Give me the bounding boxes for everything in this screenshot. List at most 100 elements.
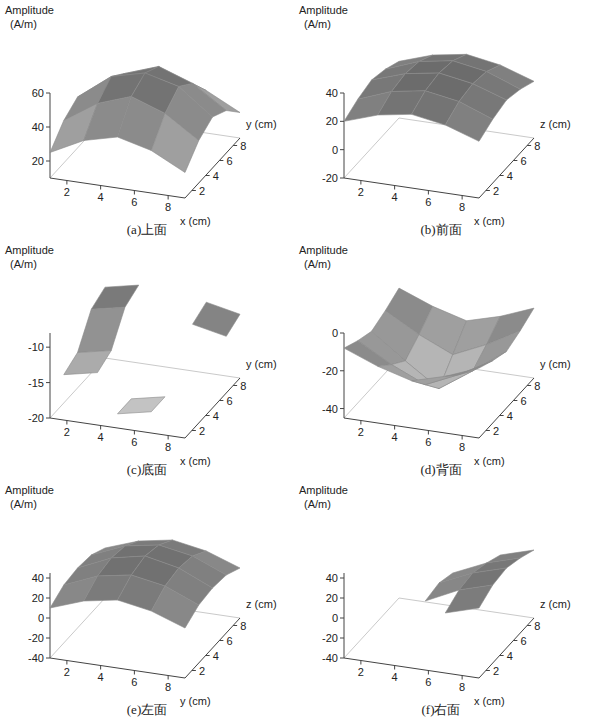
y-tick xyxy=(500,655,504,656)
panel-caption: (e)左面 xyxy=(127,702,167,717)
frame-edge xyxy=(344,598,399,658)
y-tick-label: 8 xyxy=(240,620,246,632)
surface xyxy=(344,288,534,388)
x-tick xyxy=(428,191,429,195)
y-axis-title: z (cm) xyxy=(246,598,277,610)
y-axis-title: y (cm) xyxy=(246,118,277,130)
x-tick xyxy=(428,671,429,675)
surface xyxy=(64,285,240,414)
figure: 24682468204060x (cm)y (cm)Amplitude(A/m)… xyxy=(0,0,589,727)
panel-caption: (f)右面 xyxy=(422,702,461,717)
z-tick xyxy=(46,347,50,348)
z-tick xyxy=(46,93,50,94)
surface-patch xyxy=(64,351,112,375)
z-tick-label: 20 xyxy=(326,115,338,127)
x-tick xyxy=(360,661,361,665)
y-axis-title: z (cm) xyxy=(540,598,571,610)
y-tick-label: 2 xyxy=(493,185,499,197)
z-tick-label: -20 xyxy=(322,365,338,377)
x-tick-label: 6 xyxy=(425,196,431,208)
y-tick xyxy=(527,145,531,146)
y-tick xyxy=(192,430,196,431)
surface xyxy=(50,540,240,628)
z-tick-label: -15 xyxy=(28,377,44,389)
z-tick xyxy=(340,578,344,579)
z-axis-unit: (A/m) xyxy=(10,498,37,510)
z-tick-label: 40 xyxy=(326,572,338,584)
z-axis-title: Amplitude xyxy=(5,244,54,256)
panel-caption: (a)上面 xyxy=(127,222,167,237)
x-tick xyxy=(66,181,67,185)
x-tick xyxy=(360,181,361,185)
y-tick xyxy=(527,625,531,626)
panel: 24682468-40-200x (cm)y (cm)Amplitude(A/m… xyxy=(299,244,571,477)
y-tick-label: 4 xyxy=(213,650,219,662)
z-tick-label: 20 xyxy=(32,155,44,167)
surface xyxy=(50,67,240,173)
y-tick-label: 4 xyxy=(213,410,219,422)
z-tick-label: -40 xyxy=(322,403,338,415)
z-tick xyxy=(340,638,344,639)
z-tick xyxy=(46,638,50,639)
z-axis-line xyxy=(50,93,51,178)
x-tick xyxy=(134,671,135,675)
x-tick-label: 8 xyxy=(165,201,171,213)
y-tick-label: 6 xyxy=(520,635,526,647)
x-tick xyxy=(394,186,395,190)
panel-caption: (c)底面 xyxy=(127,462,167,477)
z-tick-label: -20 xyxy=(322,172,338,184)
surface xyxy=(344,54,534,141)
surface-patch xyxy=(473,331,521,371)
y-tick xyxy=(219,640,223,641)
z-axis-line xyxy=(50,333,51,418)
y-tick-label: 4 xyxy=(213,170,219,182)
x-axis-title: x (cm) xyxy=(474,215,505,227)
z-tick xyxy=(46,418,50,419)
x-tick xyxy=(66,661,67,665)
y-tick-label: 4 xyxy=(507,170,513,182)
y-tick xyxy=(513,640,517,641)
x-tick xyxy=(360,421,361,425)
y-tick-label: 6 xyxy=(226,155,232,167)
x-tick-label: 4 xyxy=(392,191,398,203)
x-axis-title: x (cm) xyxy=(474,455,505,467)
y-tick-label: 6 xyxy=(226,635,232,647)
z-tick-label: 0 xyxy=(332,612,338,624)
z-axis-title: Amplitude xyxy=(299,4,348,16)
z-tick xyxy=(340,658,344,659)
z-tick-label: -20 xyxy=(28,412,44,424)
x-tick-label: 4 xyxy=(98,431,104,443)
y-tick xyxy=(192,190,196,191)
z-axis-unit: (A/m) xyxy=(304,498,331,510)
x-tick-label: 6 xyxy=(425,676,431,688)
surface xyxy=(425,550,534,613)
z-tick-label: 40 xyxy=(32,572,44,584)
panel: 24682468-40-2002040x (cm)z (cm)Amplitude… xyxy=(299,484,571,717)
z-axis-unit: (A/m) xyxy=(10,258,37,270)
z-tick xyxy=(340,598,344,599)
x-axis-line xyxy=(344,418,479,438)
x-tick-label: 4 xyxy=(98,191,104,203)
z-tick-label: -10 xyxy=(28,341,44,353)
z-tick xyxy=(46,161,50,162)
x-tick-label: 2 xyxy=(358,666,364,678)
y-tick-label: 2 xyxy=(493,665,499,677)
z-tick xyxy=(46,382,50,383)
x-tick xyxy=(462,436,463,440)
surface-patch xyxy=(151,586,199,628)
z-axis-unit: (A/m) xyxy=(304,18,331,30)
z-axis-title: Amplitude xyxy=(299,244,348,256)
z-tick xyxy=(340,93,344,94)
surface-patch xyxy=(78,307,126,352)
x-tick xyxy=(428,431,429,435)
y-tick xyxy=(233,385,237,386)
x-tick-label: 8 xyxy=(459,681,465,693)
surface-patch xyxy=(412,375,460,385)
x-axis-line xyxy=(344,658,479,678)
y-tick xyxy=(192,670,196,671)
y-tick-label: 2 xyxy=(199,425,205,437)
panel: 24682468-2002040x (cm)z (cm)Amplitude(A/… xyxy=(299,4,571,237)
x-tick xyxy=(168,196,169,200)
x-axis-line xyxy=(344,178,479,198)
z-tick-label: 0 xyxy=(38,612,44,624)
